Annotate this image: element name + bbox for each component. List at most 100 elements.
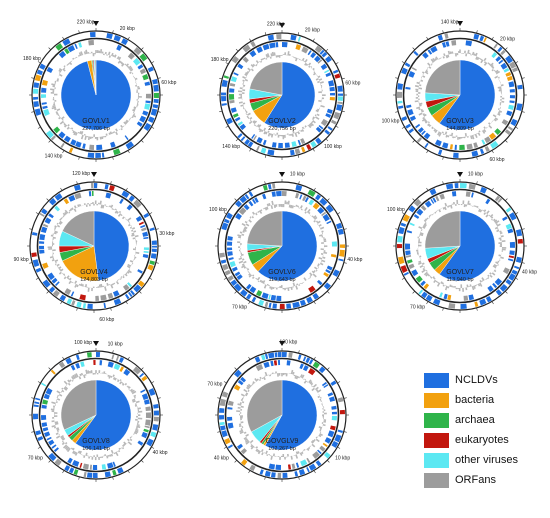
gc-bar — [290, 286, 293, 290]
gene-arrow — [505, 207, 512, 213]
gc-bar — [252, 120, 256, 124]
gc-bar — [66, 63, 69, 66]
gc-bar — [64, 386, 69, 390]
gene-arrow — [437, 34, 444, 41]
gene-arrow — [506, 110, 513, 117]
gene-arrow — [499, 283, 508, 292]
genome-name-label: GOVLV6 — [268, 269, 296, 276]
gc-bar — [56, 428, 60, 432]
scale-tick — [491, 301, 494, 305]
scale-tick — [298, 350, 300, 354]
gene-arrow — [247, 141, 254, 148]
gene-arrow — [223, 75, 230, 79]
gene-arrow — [485, 296, 492, 303]
gc-bar — [64, 441, 68, 445]
gc-bar — [444, 131, 448, 135]
gc-bar — [62, 273, 66, 276]
gc-bar — [238, 257, 243, 260]
gc-bar — [51, 401, 56, 405]
gc-bar — [304, 211, 307, 214]
gc-bar — [63, 65, 66, 68]
gene-arrow — [465, 191, 471, 197]
gc-bar — [430, 58, 435, 63]
gene-arrow — [471, 150, 479, 157]
origin-marker-icon — [93, 341, 99, 346]
gene-arrow — [41, 404, 47, 409]
gc-bar — [477, 283, 481, 287]
gc-bar — [114, 377, 117, 381]
gene-arrow — [517, 238, 523, 244]
gene-arrow — [429, 188, 437, 196]
gc-bar — [312, 273, 317, 278]
gene-arrow — [494, 195, 501, 202]
gene-arrow — [137, 64, 144, 70]
gene-arrow — [268, 463, 276, 470]
gene-arrow — [337, 101, 343, 105]
gc-bar — [243, 266, 247, 269]
kbp-tick-label: 10 kbp — [468, 172, 483, 178]
gc-bar — [255, 448, 259, 452]
gc-bar — [304, 207, 308, 212]
legend-swatch-other-viruses — [424, 452, 449, 468]
gc-bar — [442, 56, 445, 59]
gc-bar — [306, 448, 310, 451]
gene-arrow — [479, 298, 487, 306]
gc-bar — [240, 428, 243, 431]
gc-bar — [263, 131, 267, 135]
gc-bar — [262, 280, 266, 284]
gc-bar — [480, 59, 484, 64]
kbp-tick-label: 100 kbp — [74, 340, 92, 346]
kbp-tick-label: 20 kbp — [500, 36, 515, 42]
gc-bar — [290, 455, 293, 460]
gc-bar — [242, 258, 245, 261]
gene-arrow — [506, 75, 513, 81]
gene-arrow — [111, 354, 115, 360]
gc-bar — [423, 219, 427, 223]
gene-arrow — [53, 126, 61, 134]
gc-bar — [300, 208, 303, 211]
gene-arrow — [39, 212, 45, 217]
gene-arrow — [147, 116, 155, 123]
strand-divider-ring — [38, 37, 154, 153]
gc-bar — [315, 220, 319, 223]
gc-bar — [297, 451, 300, 454]
gc-bar — [295, 285, 299, 290]
gc-bar — [242, 230, 245, 233]
gene-arrow — [408, 70, 416, 78]
gc-bar — [436, 281, 439, 284]
gc-bar — [313, 219, 316, 223]
gc-bar — [301, 126, 305, 130]
gc-bar — [110, 453, 114, 457]
gc-bar — [70, 127, 74, 130]
gene-arrow — [282, 352, 287, 358]
gc-bar — [476, 57, 480, 61]
gc-bar — [311, 387, 315, 392]
gc-bar — [110, 449, 114, 454]
scale-tick — [151, 61, 155, 64]
gc-bar — [310, 440, 314, 444]
gene-arrow — [282, 42, 288, 48]
gene-arrow — [473, 142, 479, 149]
gc-bar — [483, 129, 487, 133]
gc-bar — [68, 277, 72, 281]
gc-bar — [252, 274, 255, 277]
gc-bar — [52, 104, 56, 108]
gc-bar — [447, 135, 450, 138]
scale-tick — [149, 277, 153, 280]
gene-arrow — [42, 105, 48, 110]
gc-bar — [50, 88, 55, 91]
gene-arrow — [223, 218, 230, 224]
gene-arrow — [500, 62, 508, 70]
gene-arrow — [317, 206, 325, 215]
scale-tick — [225, 62, 229, 65]
gc-bar — [68, 280, 72, 285]
gene-arrow — [505, 223, 512, 230]
gc-bar — [429, 275, 432, 278]
gc-bar — [427, 123, 431, 127]
gene-arrow — [92, 472, 98, 478]
gc-bar — [127, 441, 133, 446]
gene-arrow — [149, 260, 156, 266]
gc-bar — [117, 213, 122, 217]
gene-arrow — [143, 122, 152, 132]
